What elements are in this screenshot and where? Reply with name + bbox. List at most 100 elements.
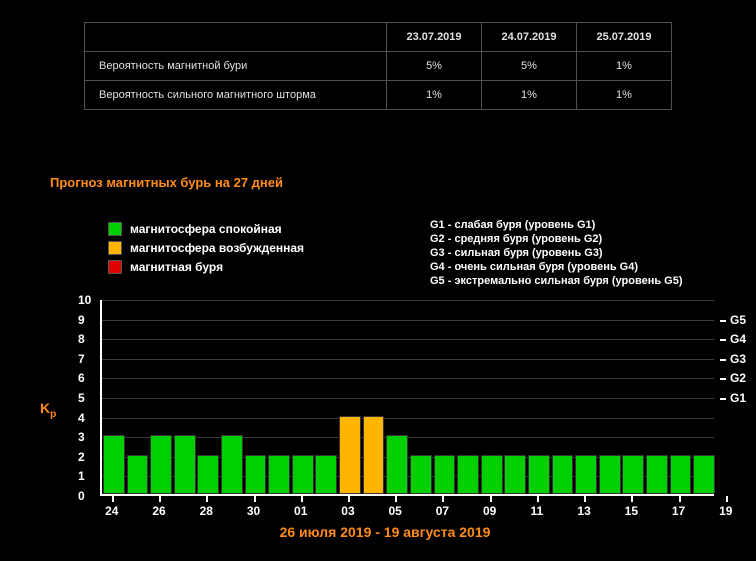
kp-bar [221,435,243,494]
kp-bar [268,455,290,494]
prob-table: 23.07.201924.07.201925.07.2019Вероятност… [84,22,672,110]
x-tick-mark [679,496,681,502]
x-tick-label: 15 [625,504,638,518]
g-tick-mark [720,359,726,361]
legend-swatch [108,222,122,236]
kp-bar [481,455,503,494]
y-tick-label: 3 [78,430,85,444]
legend-label: магнитосфера возбужденная [130,239,304,257]
x-tick-label: 09 [483,504,496,518]
table-header: 23.07.2019 [387,23,482,52]
table-cell: 1% [577,81,672,110]
table-row-label: Вероятность магнитной бури [85,52,387,81]
x-tick-mark [159,496,161,502]
kp-bar [103,435,125,494]
grid-line [102,398,714,399]
kp-bar [434,455,456,494]
kp-bar [552,455,574,494]
g-tick-label: G2 [730,371,754,385]
kp-bar [504,455,526,494]
legend-item: магнитная буря [108,258,304,276]
kp-bar [670,455,692,494]
table-header-blank [85,23,387,52]
probability-table: 23.07.201924.07.201925.07.2019Вероятност… [84,22,672,110]
y-tick-label: 0 [78,489,85,503]
table-row: Вероятность магнитной бури5%5%1% [85,52,672,81]
x-tick-mark [726,496,728,502]
table-cell: 1% [387,81,482,110]
x-tick-label: 03 [341,504,354,518]
x-tick-label: 28 [200,504,213,518]
kp-bar [622,455,644,494]
kp-bar [363,416,385,494]
x-tick-mark [301,496,303,502]
kp-bar [315,455,337,494]
x-tick-mark [206,496,208,502]
g-level-description: G4 - очень сильная буря (уровень G4) [430,260,683,274]
y-tick-label: 6 [78,371,85,385]
kp-bar [457,455,479,494]
g-level-description: G1 - слабая буря (уровень G1) [430,218,683,232]
kp-bar [693,455,715,494]
g-level-description: G2 - средняя буря (уровень G2) [430,232,683,246]
x-tick-label: 30 [247,504,260,518]
x-tick-label: 01 [294,504,307,518]
g-level-description: G3 - сильная буря (уровень G3) [430,246,683,260]
kp-bar [292,455,314,494]
table-cell: 5% [387,52,482,81]
g-tick-mark [720,339,726,341]
y-tick-label: 8 [78,332,85,346]
kp-bar [197,455,219,494]
g-tick-mark [720,398,726,400]
chart-title: Прогноз магнитных бурь на 27 дней [50,175,283,190]
x-tick-label: 17 [672,504,685,518]
kp-bar [599,455,621,494]
grid-line [102,378,714,379]
kp-bar [339,416,361,494]
legend-states: магнитосфера спокойнаямагнитосфера возбу… [108,220,304,277]
grid-line [102,359,714,360]
legend-swatch [108,260,122,274]
grid-line [102,300,714,301]
kp-bar [386,435,408,494]
x-tick-label: 19 [719,504,732,518]
kp-bar [528,455,550,494]
legend-g-levels: G1 - слабая буря (уровень G1)G2 - средня… [430,218,683,288]
table-cell: 1% [482,81,577,110]
grid-line [102,339,714,340]
g-tick-mark [720,378,726,380]
x-tick-mark [584,496,586,502]
grid-line [102,320,714,321]
x-tick-mark [395,496,397,502]
x-tick-label: 13 [577,504,590,518]
kp-bar [410,455,432,494]
x-tick-mark [348,496,350,502]
y-tick-label: 7 [78,352,85,366]
kp-bar [575,455,597,494]
kp-chart: Kp 012345678910 G1G2G3G4G5 2426283001030… [40,300,730,525]
x-tick-label: 26 [152,504,165,518]
plot-area: G1G2G3G4G5 [100,300,714,496]
y-tick-label: 4 [78,411,85,425]
table-cell: 5% [482,52,577,81]
kp-bar [127,455,149,494]
table-row-label: Вероятность сильного магнитного шторма [85,81,387,110]
y-tick-label: 2 [78,450,85,464]
x-tick-mark [442,496,444,502]
kp-bar [174,435,196,494]
y-tick-label: 10 [78,293,91,307]
g-tick-label: G5 [730,313,754,327]
x-tick-label: 07 [436,504,449,518]
x-tick-mark [490,496,492,502]
x-tick-label: 24 [105,504,118,518]
g-tick-mark [720,320,726,322]
legend-swatch [108,241,122,255]
x-tick-mark [537,496,539,502]
y-tick-label: 9 [78,313,85,327]
x-tick-mark [631,496,633,502]
table-cell: 1% [577,52,672,81]
x-tick-mark [254,496,256,502]
table-header: 24.07.2019 [482,23,577,52]
legend-label: магнитосфера спокойная [130,220,282,238]
legend-label: магнитная буря [130,258,223,276]
